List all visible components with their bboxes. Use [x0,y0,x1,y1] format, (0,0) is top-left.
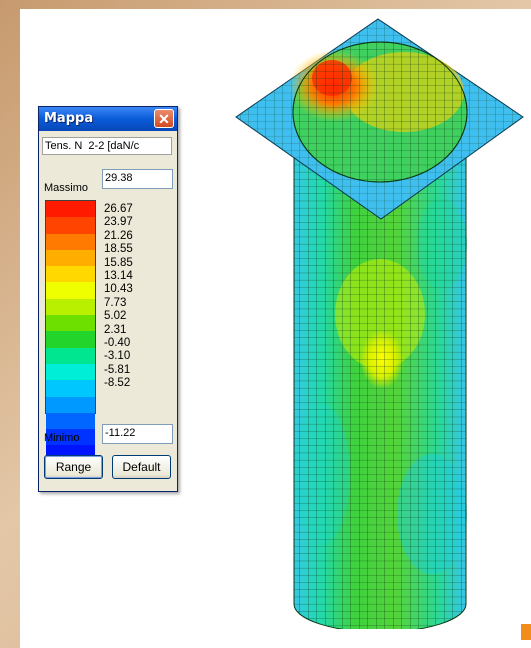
quantity-label: Tens. N [45,140,83,152]
scale-value: -3.10 [104,350,131,363]
range-button[interactable]: Range [44,455,103,479]
color-swatch [46,201,95,218]
scale-value: 23.97 [104,216,133,229]
default-button[interactable]: Default [112,455,171,479]
scale-value: 13.14 [104,270,133,283]
scale-values: 26.67 23.97 21.26 18.55 15.85 13.14 10.43 7.73 5… [104,203,133,391]
color-swatch [46,249,95,267]
max-label: Massimo [44,182,89,194]
scale-value: 21.26 [104,229,133,242]
color-swatch [46,363,95,381]
scale-value: 5.02 [104,310,127,323]
scale-value: -5.81 [104,363,131,376]
color-swatch [46,217,95,234]
close-button[interactable]: ✕ [154,109,174,128]
close-icon: ✕ [158,111,170,127]
quantity-field: Tens. N 2-2 [daN/c [42,137,172,155]
window-title: Mappa [44,111,94,126]
min-label: Minimo [44,432,80,444]
color-swatch [46,412,95,430]
column-mesh-icon[interactable] [232,14,531,629]
quantity-value: 2-2 [daN/c [88,140,140,152]
color-swatch [46,380,95,397]
scale-value: -8.52 [104,377,131,390]
window-titlebar[interactable]: Mappa ✕ [39,107,177,131]
color-swatch [46,347,95,364]
corner-mark [521,624,531,640]
min-input[interactable]: -11.22 [102,424,173,444]
shaft [293,119,467,629]
scale-value: 10.43 [104,283,133,296]
color-swatch [46,282,95,299]
top-plate [235,18,524,220]
mappa-window[interactable]: Mappa ✕ Tens. N 2-2 [daN/c Massimo 29.38… [38,106,178,492]
scale-value: 18.55 [104,243,133,256]
color-swatch [46,331,95,348]
scale-value: 26.67 [104,203,133,215]
scale-value: 2.31 [104,323,127,336]
color-scale [45,200,96,479]
max-input[interactable]: 29.38 [102,169,173,189]
color-swatch [46,266,95,283]
color-swatch [46,396,95,413]
scale-value: 7.73 [104,296,127,309]
color-swatch [46,315,95,332]
color-swatch [46,298,95,316]
scale-value: -0.40 [104,337,131,350]
color-swatch [46,429,95,446]
scale-value: 15.85 [104,256,133,269]
color-swatch [46,233,95,250]
